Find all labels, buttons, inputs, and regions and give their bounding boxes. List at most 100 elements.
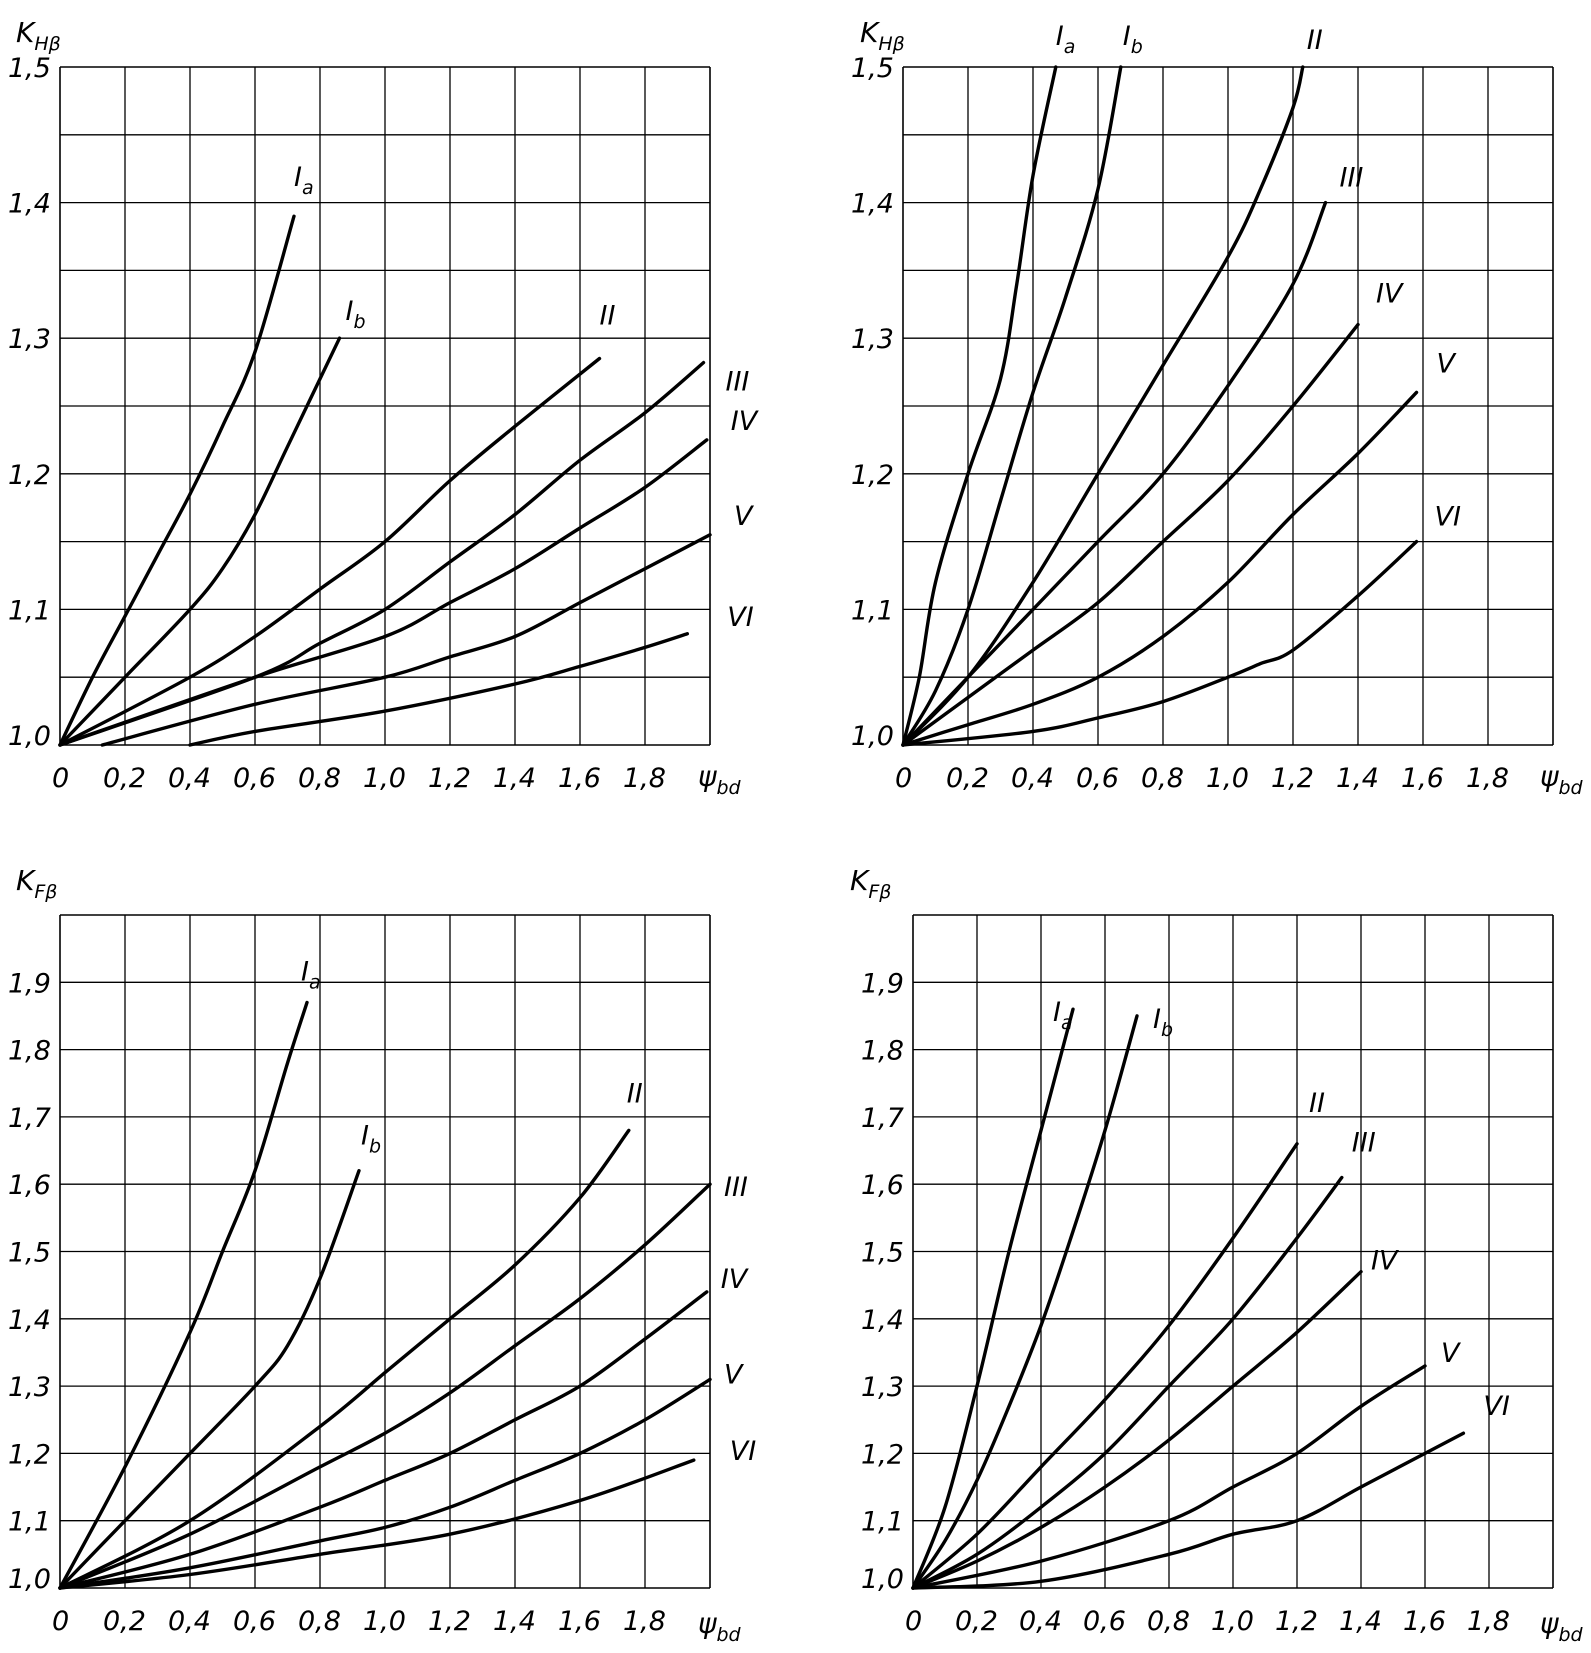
y-axis-title-sub: Fβ — [868, 881, 891, 903]
curve-ib-label-sub: b — [1161, 1019, 1173, 1041]
curve-ii-label-main: II — [1307, 25, 1323, 56]
curve-ia — [901, 65, 1058, 747]
x-tick-label: 0,6 — [233, 1606, 276, 1637]
y-tick-label: 1,0 — [851, 721, 894, 752]
curve-ii-label: II — [1309, 1088, 1325, 1119]
curve-ib-label-main: I — [361, 1121, 369, 1152]
y-axis-title-sub: Hβ — [878, 33, 904, 55]
curve-vi-label-main: VI — [727, 602, 753, 633]
x-tick-label: 1,0 — [363, 1606, 406, 1637]
y-tick-label: 1,7 — [861, 1103, 904, 1134]
y-tick-label: 1,5 — [8, 1238, 51, 1269]
curve-iii-label: III — [726, 367, 750, 398]
x-tick-label: 1,6 — [1403, 1606, 1446, 1637]
x-axis-title-sub: bd — [1558, 1624, 1583, 1646]
x-tick-label: 0 — [52, 763, 69, 794]
curve-ib-label-main: I — [1123, 21, 1131, 52]
y-tick-label: 1,4 — [861, 1305, 904, 1336]
x-tick-label: 1,6 — [558, 1606, 601, 1637]
x-tick-labels: 0 0,2 0,4 0,6 0,8 1,0 1,2 1,4 1,6 1,8 — [905, 1606, 1510, 1637]
curve-ia-label-main: I — [1053, 997, 1061, 1028]
y-tick-labels: 1,0 1,1 1,2 1,3 1,4 1,5 — [851, 53, 894, 752]
y-axis-title-main: K — [860, 16, 881, 49]
x-tick-label: 0,4 — [1011, 763, 1054, 794]
x-tick-label: 0,2 — [955, 1606, 998, 1637]
curve-ib — [911, 1014, 1139, 1590]
curve-ii-label-main: II — [1309, 1088, 1325, 1119]
x-tick-label: 0 — [52, 1606, 69, 1637]
y-tick-label: 1,4 — [8, 189, 51, 220]
y-tick-label: 1,1 — [851, 595, 894, 626]
curve-vi — [901, 539, 1419, 747]
y-tick-label: 1,6 — [861, 1170, 904, 1201]
curve-iv-label-main: IV — [1371, 1246, 1400, 1277]
y-axis-title: KHβ — [860, 16, 905, 55]
y-tick-label: 1,3 — [861, 1372, 904, 1403]
curve-ib-label-sub: b — [369, 1136, 381, 1158]
x-axis-title-sub: bd — [716, 1624, 741, 1646]
curve-ia — [58, 214, 296, 747]
curve-ii — [911, 1142, 1299, 1590]
curve-iii-label-main: III — [1352, 1127, 1376, 1158]
curve-vi-label-main: VI — [1435, 502, 1461, 533]
x-tick-labels: 0 0,2 0,4 0,6 0,8 1,0 1,2 1,4 1,6 1,8 — [52, 763, 666, 794]
curve-ib-label: Ib — [346, 296, 366, 333]
x-tick-label: 0,6 — [233, 763, 276, 794]
x-tick-label: 0,8 — [298, 763, 341, 794]
x-tick-label: 0,4 — [168, 1606, 211, 1637]
y-tick-label: 1,0 — [8, 721, 51, 752]
curve-ib-label-main: I — [346, 296, 354, 327]
x-tick-label: 0 — [905, 1606, 922, 1637]
curve-ia-label-main: I — [294, 162, 302, 193]
x-tick-label: 1,0 — [1206, 763, 1249, 794]
curve-ib-label-sub: b — [1131, 36, 1143, 58]
x-axis-title-main: ψ — [698, 760, 717, 793]
curve-iv-label-main: IV — [721, 1264, 750, 1295]
curve-iv-label: IV — [721, 1264, 750, 1295]
curve-v-label: V — [724, 1359, 745, 1390]
chart-panel-1: 0 0,2 0,4 0,6 0,8 1,0 1,2 1,4 1,6 1,8 1,0 1,1 1,2 1,3… — [8, 16, 760, 799]
curve-ia-label-main: I — [1056, 21, 1064, 52]
chart-panel-3: 0 0,2 0,4 0,6 0,8 1,0 1,2 1,4 1,6 1,8 1,0 1,1 1,2 1,3… — [8, 864, 756, 1646]
curve-ia-label-sub: a — [309, 971, 321, 993]
x-tick-label: 1,8 — [623, 763, 666, 794]
curve-ia-label-sub: a — [302, 177, 314, 199]
y-tick-label: 1,5 — [851, 53, 894, 84]
curve-vi — [911, 1431, 1466, 1590]
curve-iv-label: IV — [731, 406, 760, 437]
x-tick-labels: 0 0,2 0,4 0,6 0,8 1,0 1,2 1,4 1,6 1,8 — [895, 763, 1509, 794]
x-tick-label: 1,8 — [1467, 1606, 1510, 1637]
x-axis-title-sub: bd — [716, 777, 741, 799]
curve-ii — [58, 356, 602, 747]
x-tick-label: 1,2 — [1271, 763, 1314, 794]
curve-ia — [911, 1007, 1075, 1590]
x-tick-label: 1,6 — [1401, 763, 1444, 794]
y-tick-label: 1,4 — [851, 189, 894, 220]
x-tick-labels: 0 0,2 0,4 0,6 0,8 1,0 1,2 1,4 1,6 1,8 — [52, 1606, 666, 1637]
x-axis-title: ψbd — [698, 1607, 742, 1646]
x-tick-label: 1,4 — [493, 1606, 536, 1637]
y-tick-label: 1,8 — [861, 1036, 904, 1067]
curve-vi-label: VI — [1483, 1391, 1509, 1422]
y-tick-label: 1,3 — [8, 324, 51, 355]
curve-ia-label-main: I — [301, 956, 309, 987]
curve-vi — [58, 1458, 696, 1590]
curve-iv-label: IV — [1376, 279, 1405, 310]
curve-v — [58, 1377, 712, 1590]
x-tick-label: 1,2 — [428, 1606, 471, 1637]
x-tick-label: 0,8 — [1141, 763, 1184, 794]
x-tick-label: 1,2 — [1275, 1606, 1318, 1637]
curve-iii — [911, 1175, 1344, 1590]
x-tick-label: 0,2 — [103, 763, 146, 794]
x-tick-label: 0,4 — [1019, 1606, 1062, 1637]
grid — [912, 914, 1554, 1589]
y-tick-label: 1,3 — [851, 324, 894, 355]
curve-iii — [901, 200, 1328, 747]
curve-ia-label-sub: a — [1061, 1012, 1073, 1034]
y-tick-labels: 1,0 1,1 1,2 1,3 1,4 1,5 — [8, 53, 51, 752]
y-axis-title: KFβ — [850, 864, 891, 903]
curve-v-label-main: V — [1437, 348, 1458, 379]
curve-ii-label-main: II — [600, 301, 616, 332]
x-tick-label: 0,8 — [298, 1606, 341, 1637]
